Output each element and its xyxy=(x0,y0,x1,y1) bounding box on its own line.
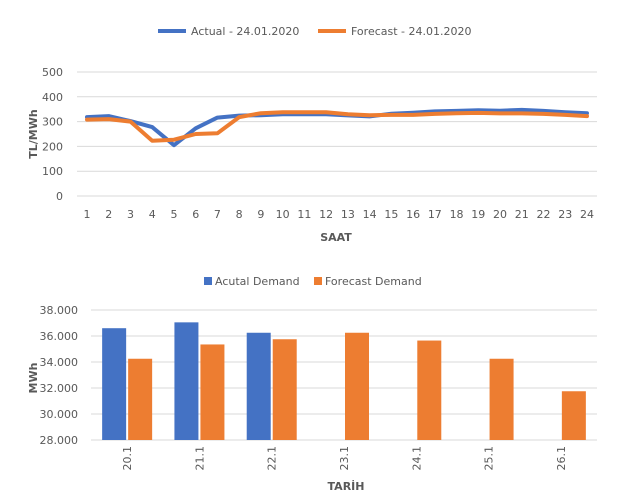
bar-forecast-demand xyxy=(345,332,369,440)
x-tick-label: 8 xyxy=(236,208,243,221)
hourly-price-line-chart: Actual - 24.01.2020 Forecast - 24.01.202… xyxy=(27,25,597,244)
x-tick-label: 19 xyxy=(471,208,485,221)
y-tick-label: 38.000 xyxy=(40,304,79,317)
x-axis-ticks: 1 2 3 4 5 6 7 8 9 10 11 12 13 14 15 16 17 18 19 20 21 22 23 24 xyxy=(84,208,595,221)
x-tick-label: 17 xyxy=(428,208,442,221)
bar-actual-demand xyxy=(102,328,127,440)
x-tick-label: 9 xyxy=(257,208,264,221)
x-tick-label: 6 xyxy=(192,208,199,221)
x-tick-label: 7 xyxy=(214,208,221,221)
bar-forecast-demand xyxy=(417,340,442,440)
x-tick-label: 20.1 xyxy=(121,446,134,471)
x-tick-label: 23 xyxy=(558,208,572,221)
legend: Acutal Demand Forecast Demand xyxy=(204,275,422,288)
daily-demand-bar-chart: Acutal Demand Forecast Demand 28.000 30.0… xyxy=(27,275,597,493)
x-axis-title: SAAT xyxy=(320,231,352,244)
y-tick-label: 100 xyxy=(42,165,63,178)
y-tick-label: 0 xyxy=(56,190,63,203)
y-tick-label: 28.000 xyxy=(40,434,79,447)
x-tick-label: 18 xyxy=(450,208,464,221)
x-tick-label: 13 xyxy=(341,208,355,221)
x-tick-label: 5 xyxy=(170,208,177,221)
legend: Actual - 24.01.2020 Forecast - 24.01.202… xyxy=(158,25,472,38)
x-tick-label: 24.1 xyxy=(410,446,423,471)
legend-label-forecast: Forecast - 24.01.2020 xyxy=(351,25,472,38)
bar-forecast-demand xyxy=(128,358,153,440)
bar-forecast-demand xyxy=(200,344,225,440)
x-tick-label: 20 xyxy=(493,208,507,221)
x-tick-label: 25.1 xyxy=(483,446,496,471)
y-tick-label: 32.000 xyxy=(40,382,79,395)
gridlines xyxy=(91,309,597,441)
x-tick-label: 16 xyxy=(406,208,420,221)
x-axis-ticks: 20.1 21.1 22.1 23.1 24.1 25.1 26.1 xyxy=(121,446,568,471)
y-tick-label: 200 xyxy=(42,140,63,153)
y-tick-label: 300 xyxy=(42,116,63,129)
bar-actual-demand xyxy=(246,332,271,440)
legend-swatch-forecast-demand xyxy=(314,277,322,285)
x-tick-label: 21 xyxy=(515,208,529,221)
x-tick-label: 24 xyxy=(580,208,594,221)
x-tick-label: 15 xyxy=(384,208,398,221)
series-lines xyxy=(85,107,589,148)
bars xyxy=(102,322,586,440)
y-axis-ticks: 28.000 30.000 32.000 34.000 36.000 38.000 xyxy=(40,304,79,447)
x-tick-label: 14 xyxy=(363,208,377,221)
legend-label-forecast-demand: Forecast Demand xyxy=(325,275,422,288)
y-tick-label: 400 xyxy=(42,91,63,104)
bar-forecast-demand xyxy=(272,339,297,440)
legend-swatch-actual-demand xyxy=(204,277,212,285)
x-tick-label: 4 xyxy=(149,208,156,221)
y-axis-title: TL/MWh xyxy=(27,109,40,158)
x-tick-label: 22 xyxy=(537,208,551,221)
y-tick-label: 30.000 xyxy=(40,408,79,421)
gridlines xyxy=(77,71,597,197)
x-tick-label: 11 xyxy=(297,208,311,221)
series-line-forecast xyxy=(85,110,589,143)
bar-actual-demand xyxy=(174,322,199,440)
y-axis-ticks: 0 100 200 300 400 500 xyxy=(42,66,63,203)
y-tick-label: 34.000 xyxy=(40,356,79,369)
y-tick-label: 36.000 xyxy=(40,330,79,343)
legend-label-actual-demand: Acutal Demand xyxy=(215,275,300,288)
bar-forecast-demand xyxy=(561,391,586,440)
x-tick-label: 1 xyxy=(84,208,91,221)
legend-label-actual: Actual - 24.01.2020 xyxy=(191,25,299,38)
y-axis-title: MWh xyxy=(27,363,40,394)
y-tick-label: 500 xyxy=(42,66,63,79)
x-axis-title: TARİH xyxy=(328,479,365,493)
x-tick-label: 2 xyxy=(105,208,112,221)
x-tick-label: 3 xyxy=(127,208,134,221)
x-tick-label: 21.1 xyxy=(193,446,206,471)
x-tick-label: 26.1 xyxy=(555,446,568,471)
x-tick-label: 23.1 xyxy=(338,446,351,471)
x-tick-label: 12 xyxy=(319,208,333,221)
x-tick-label: 10 xyxy=(276,208,290,221)
x-tick-label: 22.1 xyxy=(266,446,279,471)
bar-forecast-demand xyxy=(489,358,514,440)
